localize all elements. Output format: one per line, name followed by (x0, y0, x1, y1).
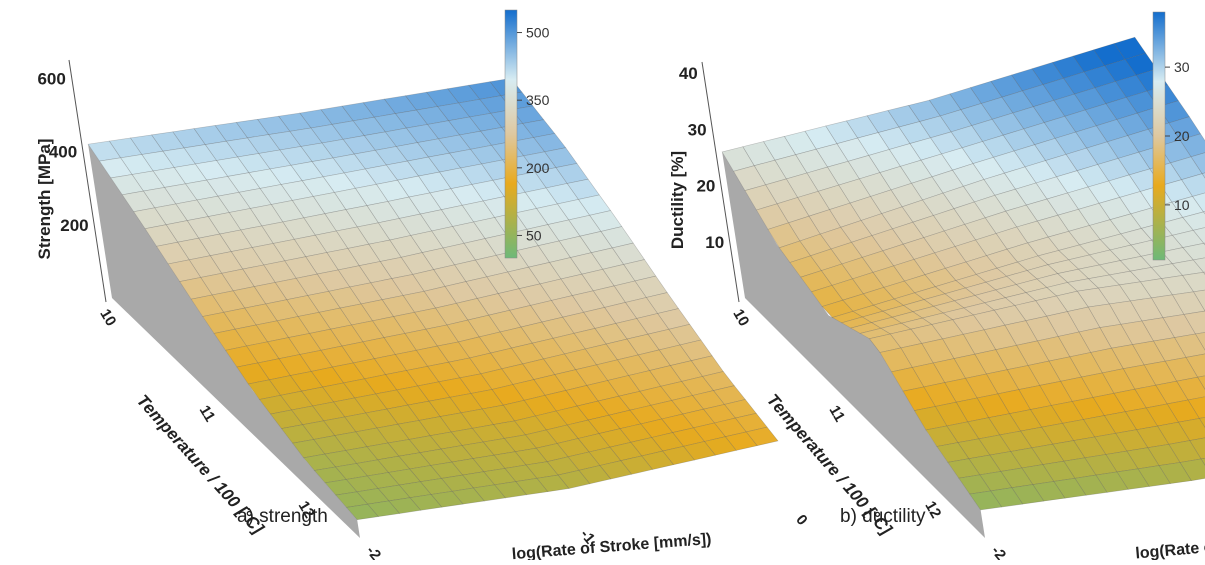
z-axis-label: Ductility [%] (668, 151, 687, 249)
caption-a: a) strength (237, 506, 328, 528)
y-tick-label: -2 (363, 543, 385, 560)
x-tick-label: 10 (729, 306, 752, 329)
x-tick-label: 11 (196, 403, 219, 425)
z-tick-label: 200 (60, 216, 88, 235)
y-axis-label: log(Rate of Stroke [mm/s]) (511, 531, 712, 560)
colorbar-gradient (505, 10, 517, 258)
colorbar-tick-label: 350 (526, 92, 550, 108)
y-tick-label: -2 (988, 543, 1010, 560)
x-tick-label: 11 (826, 403, 849, 425)
x-tick-label: 10 (96, 306, 119, 329)
z-tick-label: 600 (37, 69, 65, 88)
z-tick-label: 40 (679, 64, 698, 83)
colorbar-tick-label: 10 (1174, 197, 1190, 213)
colorbar-tick-label: 500 (526, 25, 550, 41)
y-axis-label: log(Rate of Stroke [mm/s]) (1135, 529, 1205, 560)
colorbar-tick-label: 20 (1174, 128, 1190, 144)
caption-b: b) ductility (840, 506, 926, 528)
y-tick-label: 0 (792, 512, 810, 529)
z-tick-label: 10 (705, 233, 724, 252)
colorbar-tick-label: 200 (526, 160, 550, 176)
z-tick-label: 30 (688, 120, 707, 139)
colorbar-tick-label: 30 (1174, 59, 1190, 75)
colorbar-tick-label: 50 (526, 227, 542, 243)
colorbar-gradient (1153, 12, 1165, 260)
z-tick-label: 20 (696, 177, 715, 196)
z-axis-label: Strength [MPa] (35, 139, 54, 260)
